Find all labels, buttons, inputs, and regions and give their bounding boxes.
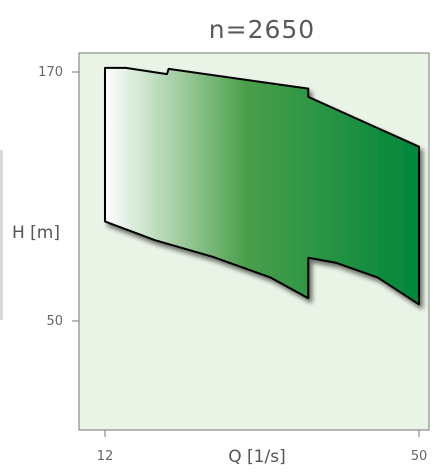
y-axis-label: H [m] [12, 223, 60, 243]
operating-region [104, 66, 420, 306]
x-tick-label-left: 12 [97, 449, 114, 464]
y-tick-label-top: 170 [38, 65, 63, 80]
x-axis-label: Q [1/s] [228, 447, 285, 467]
chart-title: n=2650 [209, 15, 315, 44]
left-edge-strip [0, 150, 3, 320]
x-tick-label-right: 50 [411, 449, 428, 464]
y-tick-label-bottom: 50 [46, 314, 63, 329]
